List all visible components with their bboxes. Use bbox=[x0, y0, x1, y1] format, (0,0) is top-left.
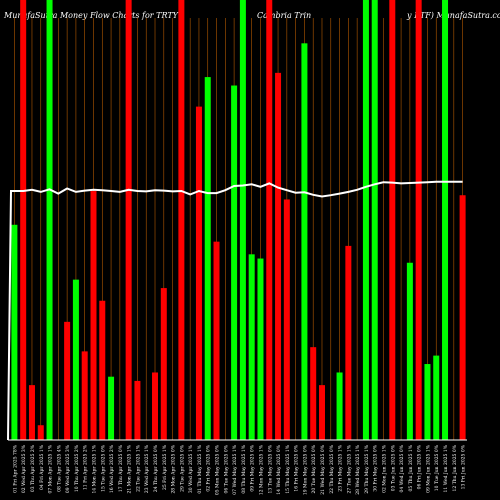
bar bbox=[28, 385, 35, 440]
x-tick-label: 14 Mon Apr 2025 1% bbox=[91, 444, 97, 493]
chart-title-mid: Cambria Trin bbox=[257, 11, 312, 20]
bar bbox=[433, 355, 440, 440]
x-tick-label: 15 Tue Apr 2025 0% bbox=[100, 444, 106, 492]
bar bbox=[459, 195, 466, 440]
x-tick-label: 30 Wed Apr 2025 1% bbox=[188, 444, 194, 493]
x-tick-label: 08 Thu May 2025 1% bbox=[241, 444, 247, 493]
x-tick-label: 02 Wed Apr 2025 3% bbox=[21, 444, 27, 493]
x-tick-label: 06 Fri Jun 2025 0% bbox=[417, 444, 423, 489]
bar bbox=[160, 288, 167, 440]
x-tick-label: 29 Tue Apr 2025 0% bbox=[179, 444, 185, 492]
x-tick-label: 24 Thu Apr 2025 0% bbox=[153, 444, 159, 492]
bar bbox=[213, 241, 220, 440]
x-tick-label: 02 Fri May 2025 0% bbox=[206, 444, 212, 491]
x-tick-label: 03 Tue Jun 2025 0% bbox=[390, 444, 396, 491]
bar bbox=[134, 380, 141, 440]
x-tick-label: 30 Fri May 2025 0% bbox=[373, 444, 379, 491]
bar bbox=[99, 300, 106, 440]
bar bbox=[239, 0, 246, 440]
bar bbox=[64, 321, 71, 440]
bar bbox=[283, 199, 290, 440]
bar bbox=[11, 224, 18, 440]
x-tick-label: 05 Mon May 2025 0% bbox=[215, 444, 221, 495]
bar bbox=[152, 372, 159, 440]
bar bbox=[415, 0, 422, 440]
bar bbox=[125, 0, 132, 440]
bar bbox=[442, 0, 449, 440]
x-tick-label: 03 Thu Apr 2025 2% bbox=[30, 444, 36, 492]
x-tick-label: 22 Thu May 2025 0% bbox=[329, 444, 335, 493]
bar bbox=[301, 43, 308, 440]
bar bbox=[231, 85, 238, 441]
x-tick-label: 01 Thu May 2025 1% bbox=[197, 444, 203, 493]
x-tick-label: 12 Mon May 2025 1% bbox=[258, 444, 264, 495]
bar bbox=[195, 106, 202, 441]
x-tick-label: 11 Fri Apr 2025 2% bbox=[83, 444, 89, 490]
x-tick-label: 23 Fri May 2025 1% bbox=[338, 444, 344, 491]
bar bbox=[371, 0, 378, 440]
x-tick-label: 13 Fri Jun 2025 0% bbox=[461, 444, 467, 489]
bar bbox=[336, 372, 343, 440]
x-tick-label: 16 Wed Apr 2025 2% bbox=[109, 444, 115, 493]
bar bbox=[248, 254, 255, 440]
x-tick-label: 28 Wed May 2025 1% bbox=[355, 444, 361, 494]
x-tick-label: 29 Thu May 2025 1% bbox=[364, 444, 370, 493]
bar bbox=[72, 279, 79, 440]
x-tick-label: 13 Tue May 2025 0% bbox=[267, 444, 273, 493]
money-flow-line bbox=[7, 180, 463, 441]
chart-title-left: MunafaSutra Money Flow Charts for TRTY bbox=[4, 11, 178, 20]
bar bbox=[345, 245, 352, 440]
x-tick-label: 10 Thu Apr 2025 2% bbox=[74, 444, 80, 492]
x-tick-label: 15 Thu May 2025 1% bbox=[285, 444, 291, 493]
bar bbox=[108, 376, 115, 440]
x-tick-label: 07 Wed May 2025 1% bbox=[232, 444, 238, 494]
bar bbox=[275, 72, 282, 441]
bar bbox=[81, 351, 88, 440]
x-tick-label: 17 Thu Apr 2025 0% bbox=[118, 444, 124, 492]
bar bbox=[389, 0, 396, 440]
bar bbox=[257, 258, 264, 440]
bar bbox=[204, 77, 211, 440]
bar bbox=[318, 385, 325, 440]
bar bbox=[20, 0, 27, 440]
x-tick-label: 22 Tue Apr 2025 1% bbox=[135, 444, 141, 492]
x-tick-label: 07 Mon Apr 2025 1% bbox=[48, 444, 54, 493]
x-tick-label: 02 Mon Jun 2025 1% bbox=[382, 444, 388, 493]
chart-title-right: y ETF) MunafaSutra.com bbox=[407, 11, 500, 20]
x-tick-label: 09 Wed Apr 2025 3% bbox=[65, 444, 71, 493]
bar bbox=[424, 364, 431, 440]
x-tick-label: 01 Fri Apr 2025 78% bbox=[12, 444, 18, 493]
x-tick-label: 11 Wed Jun 2025 1% bbox=[443, 444, 449, 492]
bar bbox=[266, 0, 273, 440]
bar bbox=[37, 425, 44, 440]
x-tick-label: 10 Tue Jun 2025 0% bbox=[434, 444, 440, 491]
x-tick-label: 09 Mon Jun 2025 1% bbox=[425, 444, 431, 493]
x-tick-label: 09 Fri May 2025 0% bbox=[250, 444, 256, 491]
x-tick-label: 04 Wed Jun 2025 0% bbox=[399, 444, 405, 492]
bar bbox=[46, 0, 53, 440]
x-tick-label: 28 Mon Apr 2025 0% bbox=[171, 444, 177, 493]
bar bbox=[406, 262, 413, 440]
bar bbox=[362, 0, 369, 440]
x-tick-label: 27 Tue May 2025 1% bbox=[346, 444, 352, 493]
x-tick-label: 21 Mon Apr 2025 1% bbox=[127, 444, 133, 493]
x-tick-label: 05 Thu Jun 2025 1% bbox=[408, 444, 414, 491]
x-tick-label: 23 Wed Apr 2025 1% bbox=[144, 444, 150, 493]
x-tick-label: 25 Fri Apr 2025 1% bbox=[162, 444, 168, 490]
x-tick-label: 20 Tue May 2025 0% bbox=[311, 444, 317, 493]
x-tick-label: 16 Fri May 2025 0% bbox=[294, 444, 300, 491]
x-tick-label: 04 Fri Apr 2025 1% bbox=[39, 444, 45, 490]
x-tick-label: 08 Tue Apr 2025 4% bbox=[56, 444, 62, 492]
x-tick-label: 19 Mon May 2025 0% bbox=[302, 444, 308, 495]
bar bbox=[310, 347, 317, 440]
x-tick-label: 12 Thu Jun 2025 0% bbox=[452, 444, 458, 491]
bar bbox=[90, 191, 97, 440]
bar bbox=[178, 0, 185, 440]
x-tick-label: 21 Wed May 2025 0% bbox=[320, 444, 326, 494]
x-tick-label: 14 Wed May 2025 0% bbox=[276, 444, 282, 494]
x-tick-label: 06 Tue May 2025 0% bbox=[223, 444, 229, 493]
